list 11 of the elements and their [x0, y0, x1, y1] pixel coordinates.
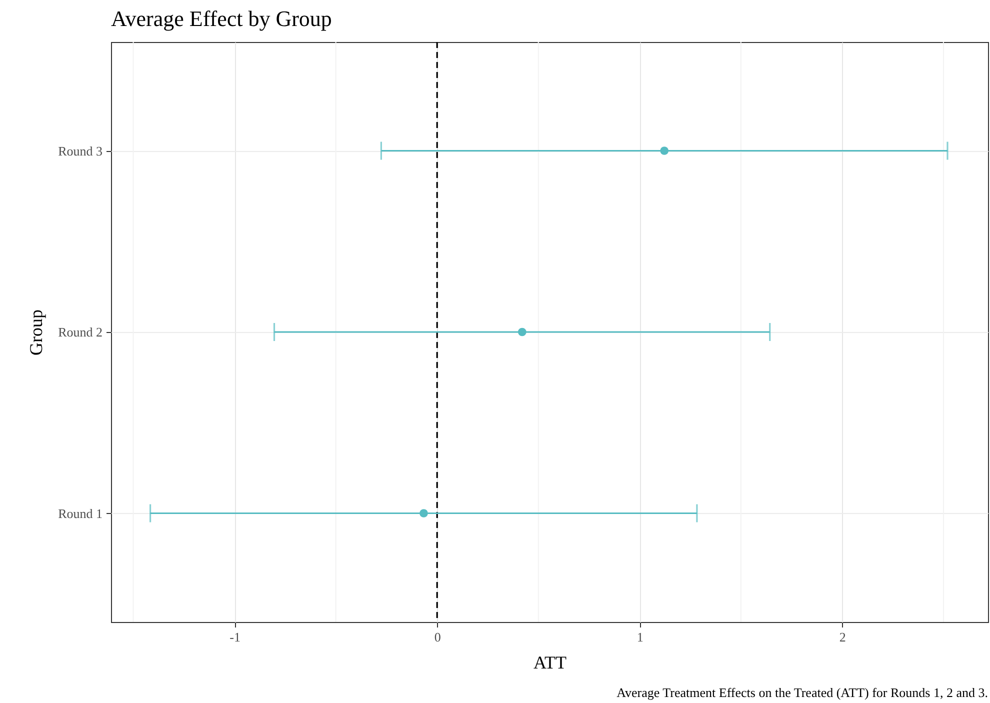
y-tick-label: Round 1 [58, 506, 102, 521]
x-tick-label: 1 [636, 630, 644, 644]
x-tick-label: 2 [839, 630, 846, 644]
y-axis-title: Group [26, 310, 46, 356]
y-tick-label: Round 2 [58, 324, 102, 340]
x-tick-label: 0 [434, 630, 441, 644]
text: Average Treatment Effects on the Treated (ATT) for Rounds 1, 2 and 3. [616, 685, 988, 700]
chart-title: Average Effect by Group [111, 6, 332, 32]
y-tick-label: Round 3 [58, 143, 102, 158]
x-tick-label: -1 [230, 630, 240, 644]
x-axis-title: ATT [534, 652, 566, 672]
